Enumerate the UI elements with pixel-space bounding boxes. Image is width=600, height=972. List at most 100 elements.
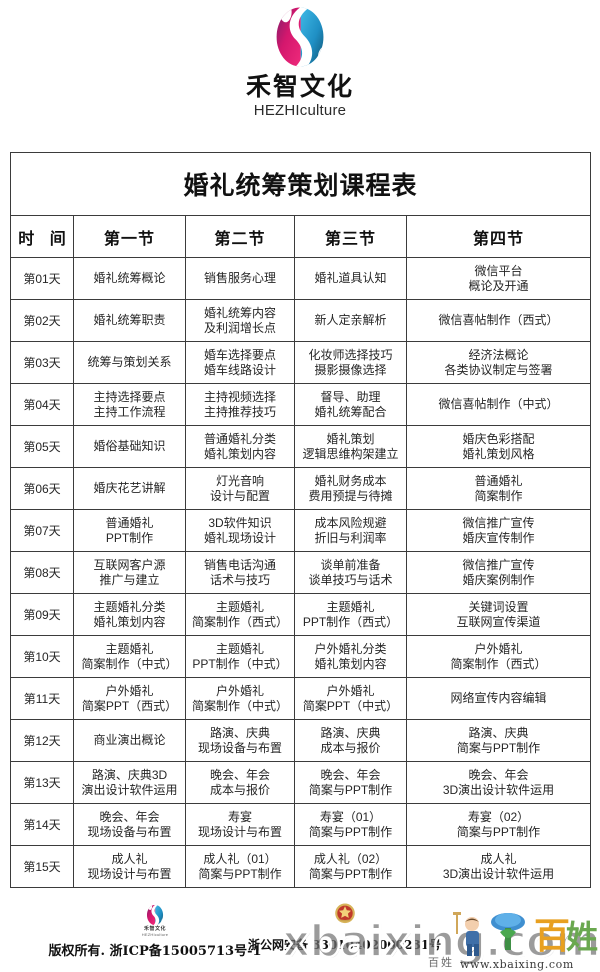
course-line: 婚庆色彩搭配 bbox=[462, 431, 535, 446]
course-line: 主持推荐技巧 bbox=[203, 404, 276, 419]
course-line: 主题婚礼 bbox=[215, 599, 264, 614]
table-row: 第09天 主题婚礼分类 婚礼策划内容 主题婚礼 简案制作（西式） 主题婚礼 PPT制作（西式… bbox=[10, 593, 592, 636]
course-line: 统筹与策划关系 bbox=[87, 355, 172, 369]
table-row: 第13天 路演、庆典3D 演出设计软件运用 晚会、年会 成本与报价 晚会、年会 简案与PPT… bbox=[10, 761, 592, 804]
schedule-table-container: 婚礼统筹策划课程表 时 间 第一节 第二节 第三节 第四节 第01天 婚礼统筹概论… bbox=[9, 152, 592, 888]
course-line: 成本与报价 bbox=[320, 740, 381, 755]
column-header-period-2: 第二节 bbox=[185, 215, 295, 258]
brand-name: 禾智文化 bbox=[245, 72, 354, 101]
course-cell-period-2: 销售服务心理 bbox=[185, 257, 295, 300]
day-label: 第10天 bbox=[10, 635, 74, 678]
course-line: 寿宴 bbox=[227, 809, 252, 824]
course-line: 折旧与利润率 bbox=[314, 530, 387, 545]
course-cell-period-1: 统筹与策划关系 bbox=[73, 341, 186, 384]
course-line: 现场设计与布置 bbox=[197, 824, 282, 839]
course-line: 3D演出设计软件运用 bbox=[442, 866, 555, 881]
course-cell-period-3: 化妆师选择技巧 摄影摄像选择 bbox=[294, 341, 407, 384]
course-line: 成本风险规避 bbox=[314, 515, 387, 530]
course-cell-period-1: 互联网客户源 推广与建立 bbox=[73, 551, 186, 594]
page-footer: 禾智文化 HEZHIculture 版权所有. 浙ICP备15005713号-1… bbox=[0, 898, 600, 972]
course-line: 经济法概论 bbox=[468, 347, 529, 362]
course-line: 婚礼统筹概论 bbox=[93, 271, 166, 285]
course-line: 晚会、年会 bbox=[468, 767, 529, 782]
course-line: 婚车线路设计 bbox=[203, 362, 276, 377]
column-header-time: 时 间 bbox=[10, 215, 74, 258]
table-row: 第15天 成人礼 现场设计与布置 成人礼（01） 简案与PPT制作 成人礼（02） 简案与P… bbox=[10, 845, 592, 888]
course-cell-period-4: 婚庆色彩搭配 婚礼策划风格 bbox=[405, 425, 592, 468]
course-line: 简案与PPT制作 bbox=[308, 782, 393, 797]
course-cell-period-4: 关键词设置 互联网宣传渠道 bbox=[405, 593, 592, 636]
course-cell-period-4: 微信喜帖制作（中式） bbox=[405, 383, 592, 426]
table-row: 第05天 婚俗基础知识 普通婚礼分类 婚礼策划内容 婚礼策划 逻辑思维构架建立 婚庆色彩搭配… bbox=[10, 425, 592, 468]
footer-copyright-block: 禾智文化 HEZHIculture 版权所有. 浙ICP备15005713号-1 bbox=[30, 904, 280, 959]
course-line: 成人礼（02） bbox=[313, 851, 388, 866]
table-row: 第03天 统筹与策划关系 婚车选择要点 婚车线路设计 化妆师选择技巧 摄影摄像选择 经济法概… bbox=[10, 341, 592, 384]
course-cell-period-1: 主题婚礼 简案制作（中式） bbox=[73, 635, 186, 678]
day-label: 第13天 bbox=[10, 761, 74, 804]
course-line: 互联网客户源 bbox=[93, 557, 166, 572]
course-line: 婚礼财务成本 bbox=[314, 473, 387, 488]
course-line: 户外婚礼 bbox=[474, 641, 523, 656]
course-cell-period-3: 户外婚礼 简案PPT（中式） bbox=[294, 677, 407, 720]
course-line: 婚礼策划内容 bbox=[93, 614, 166, 629]
schedule-table: 婚礼统筹策划课程表 时 间 第一节 第二节 第三节 第四节 第01天 婚礼统筹概论… bbox=[9, 152, 592, 888]
course-cell-period-3: 婚礼财务成本 费用预提与待摊 bbox=[294, 467, 407, 510]
course-line: 户外婚礼 bbox=[215, 683, 264, 698]
beian-number: 浙公网安备 33010402000231号 bbox=[248, 938, 442, 952]
day-label: 第08天 bbox=[10, 551, 74, 594]
course-cell-period-4: 户外婚礼 简案制作（西式） bbox=[405, 635, 592, 678]
course-line: 现场设备与布置 bbox=[197, 740, 282, 755]
day-label: 第15天 bbox=[10, 845, 74, 888]
day-label: 第09天 bbox=[10, 593, 74, 636]
course-line: 成人礼（01） bbox=[203, 851, 277, 866]
day-label: 第11天 bbox=[10, 677, 74, 720]
table-row: 第11天 户外婚礼 简案PPT（西式） 户外婚礼 简案制作（中式） 户外婚礼 简案PPT（中… bbox=[10, 677, 592, 720]
course-line: 婚礼统筹配合 bbox=[314, 404, 387, 419]
course-cell-period-2: 3D软件知识 婚礼现场设计 bbox=[185, 509, 295, 552]
course-cell-period-2: 路演、庆典 现场设备与布置 bbox=[185, 719, 295, 762]
footer-beian-block[interactable]: 浙公网安备 33010402000231号 bbox=[248, 900, 441, 953]
course-line: 微信平台 bbox=[474, 263, 523, 278]
course-cell-period-2: 主题婚礼 PPT制作（中式） bbox=[185, 635, 295, 678]
table-title-row: 婚礼统筹策划课程表 bbox=[9, 152, 592, 216]
course-line: 户外婚礼 bbox=[105, 683, 154, 698]
course-cell-period-3: 主题婚礼 PPT制作（西式） bbox=[294, 593, 407, 636]
course-line: 主题婚礼 bbox=[215, 641, 264, 656]
course-cell-period-1: 主题婚礼分类 婚礼策划内容 bbox=[73, 593, 186, 636]
course-cell-period-2: 晚会、年会 成本与报价 bbox=[185, 761, 295, 804]
course-line: 设计与配置 bbox=[209, 488, 270, 503]
course-line: 关键词设置 bbox=[468, 599, 529, 614]
course-line: 婚礼策划 bbox=[326, 431, 375, 446]
course-line: 婚礼现场设计 bbox=[203, 530, 276, 545]
course-line: 成本与报价 bbox=[209, 782, 270, 797]
course-line: 路演、庆典 bbox=[320, 725, 381, 740]
course-cell-period-1: 婚礼统筹职责 bbox=[73, 299, 186, 342]
course-cell-period-2: 婚车选择要点 婚车线路设计 bbox=[185, 341, 295, 384]
day-label: 第02天 bbox=[10, 299, 74, 342]
police-badge-icon bbox=[331, 900, 359, 928]
course-line: 简案制作 bbox=[474, 488, 523, 503]
course-cell-period-2: 婚礼统筹内容 及利润增长点 bbox=[185, 299, 295, 342]
course-line: 婚庆花艺讲解 bbox=[93, 481, 166, 495]
course-cell-period-1: 婚礼统筹概论 bbox=[73, 257, 186, 300]
course-line: 婚礼策划风格 bbox=[462, 446, 535, 461]
course-line: 微信推广宣传 bbox=[462, 557, 535, 572]
day-label: 第05天 bbox=[10, 425, 74, 468]
table-row: 第10天 主题婚礼 简案制作（中式） 主题婚礼 PPT制作（中式） 户外婚礼分类 婚礼策划内… bbox=[10, 635, 592, 678]
course-line: PPT制作 bbox=[105, 530, 154, 545]
course-line: 婚礼道具认知 bbox=[314, 271, 387, 285]
brand-latin-name: HEZHIculture bbox=[253, 102, 347, 119]
table-row: 第06天 婚庆花艺讲解 灯光音响 设计与配置 婚礼财务成本 费用预提与待摊 普通婚礼 简案制作 bbox=[10, 467, 592, 510]
course-line: 普通婚礼分类 bbox=[203, 431, 276, 446]
course-cell-period-1: 户外婚礼 简案PPT（西式） bbox=[73, 677, 186, 720]
course-line: 普通婚礼 bbox=[474, 473, 523, 488]
table-row: 第14天 晚会、年会 现场设备与布置 寿宴 现场设计与布置 寿宴（01） 简案与PPT制作寿… bbox=[10, 803, 592, 846]
course-cell-period-1: 主持选择要点 主持工作流程 bbox=[73, 383, 186, 426]
course-line: 现场设计与布置 bbox=[87, 866, 172, 881]
day-label: 第14天 bbox=[10, 803, 74, 846]
course-cell-period-4: 微信推广宣传 婚庆案例制作 bbox=[405, 551, 592, 594]
course-line: 主题婚礼分类 bbox=[93, 599, 166, 614]
course-line: PPT制作（中式） bbox=[192, 656, 288, 671]
course-cell-period-2: 销售电话沟通 话术与技巧 bbox=[185, 551, 295, 594]
course-line: 简案制作（中式） bbox=[81, 656, 178, 671]
